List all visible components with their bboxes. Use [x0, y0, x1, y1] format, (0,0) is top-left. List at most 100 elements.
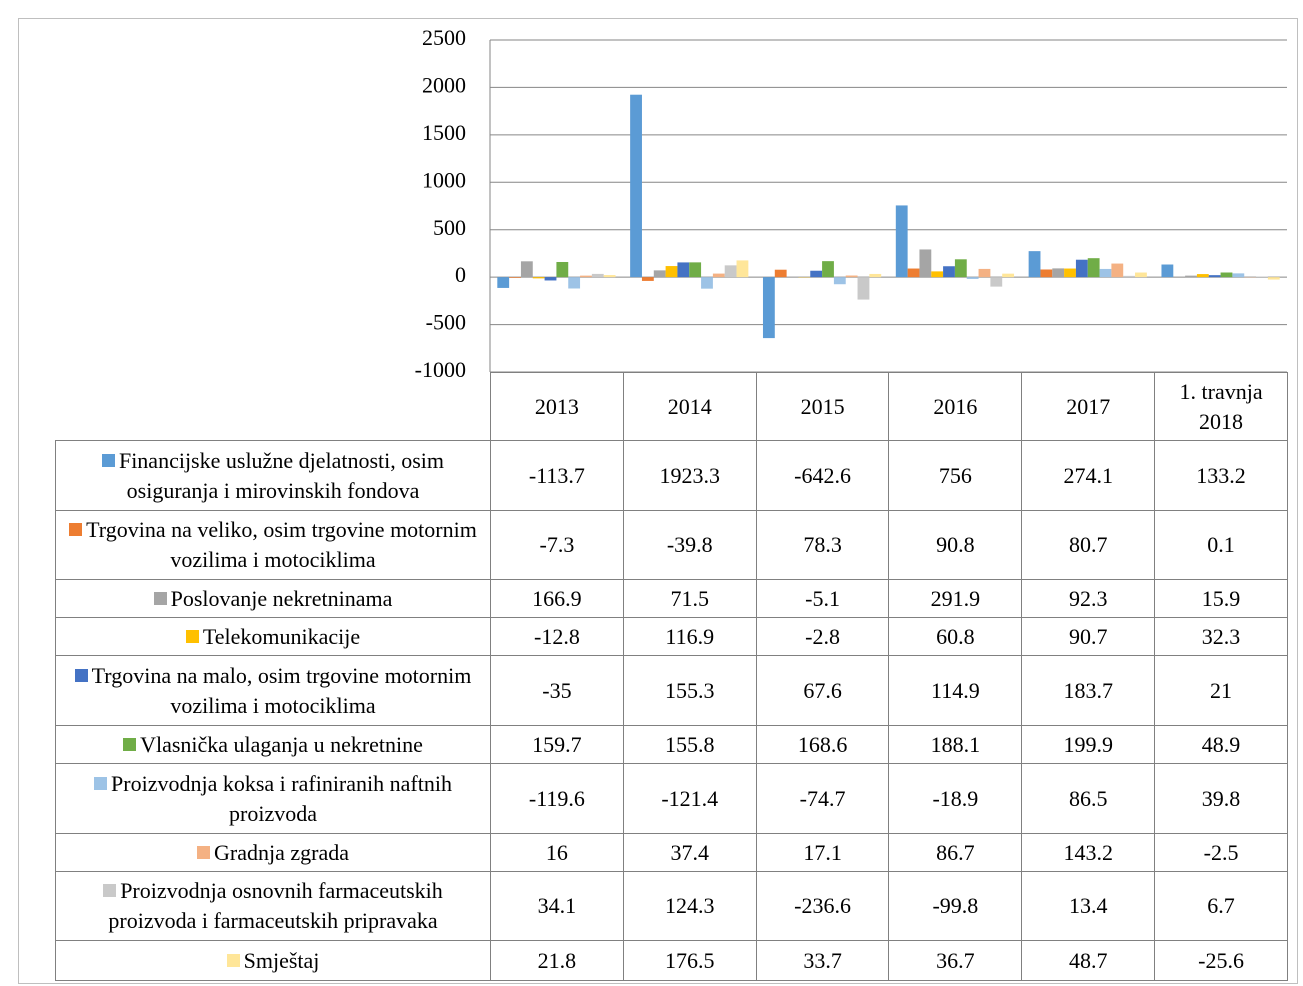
legend-key: [153, 591, 167, 605]
value-cell: 155.3: [622, 655, 757, 726]
bar: [1099, 268, 1112, 278]
value-cell: 116.9: [622, 617, 757, 656]
value-cell: 13.4: [1021, 871, 1156, 941]
bar: [1256, 276, 1268, 278]
bar: [641, 277, 654, 281]
legend-cell: Poslovanje nekretninama: [55, 579, 491, 618]
value-cell: 114.9: [888, 655, 1023, 726]
value-cell: -74.7: [755, 763, 890, 834]
value-cell: 33.7: [755, 940, 890, 981]
table-row: Trgovina na malo, osim trgovine motornim…: [55, 655, 1288, 726]
frame: [18, 18, 1298, 984]
bar: [931, 271, 944, 278]
bar: [895, 205, 908, 278]
header-row: 2013 2014 2015 2016 2017 1. travnja 2018: [55, 372, 1288, 441]
value-cell: 34.1: [490, 871, 624, 941]
bar: [1267, 277, 1280, 280]
bar: [1075, 259, 1088, 278]
table-row: Smještaj 21.8 176.5 33.7 36.7 48.7 -25.6: [55, 940, 1288, 981]
legend-cell: Financijske uslužne djelatnosti, osim os…: [55, 440, 491, 511]
value-cell: 183.7: [1021, 655, 1156, 726]
table-row: Proizvodnja osnovnih farmaceutskih proiz…: [55, 871, 1288, 941]
value-cell: 86.5: [1021, 763, 1156, 834]
value-cell: 48.7: [1021, 940, 1156, 981]
category-label: 2015: [755, 372, 890, 441]
bar: [845, 275, 858, 278]
legend-cell: Proizvodnja koksa i rafiniranih naftnih …: [55, 763, 491, 834]
bar: [1185, 275, 1197, 278]
value-cell: 159.7: [490, 725, 624, 764]
legend-cell: Telekomunikacije: [55, 617, 491, 656]
value-cell: 756: [888, 440, 1023, 511]
bar: [736, 260, 749, 278]
bar: [544, 277, 557, 281]
legend-cell: Trgovina na malo, osim trgovine motornim…: [55, 655, 491, 726]
bar: [869, 273, 882, 278]
value-cell: 90.7: [1021, 617, 1156, 656]
y-tick-label: 0: [455, 262, 466, 287]
bar: [1002, 273, 1015, 278]
bar: [677, 262, 690, 278]
value-cell: 0.1: [1154, 510, 1288, 580]
value-cell: 155.8: [622, 725, 757, 764]
legend-cell: Vlasnička ulaganja u nekretnine: [55, 725, 491, 764]
value-cell: 124.3: [622, 871, 757, 941]
category-label: 1. travnja 2018: [1154, 372, 1288, 441]
bar: [810, 270, 823, 278]
bar: [497, 277, 510, 288]
table-row: Gradnja zgrada 16 37.4 17.1 86.7 143.2 -2.5: [55, 833, 1288, 872]
legend-cell: Trgovina na veliko, osim trgovine motorn…: [55, 510, 491, 580]
value-cell: 36.7: [888, 940, 1023, 981]
bar: [556, 261, 569, 278]
bar: [1123, 275, 1136, 278]
value-cell: 39.8: [1154, 763, 1288, 834]
value-cell: -5.1: [755, 579, 890, 618]
bar: [1087, 258, 1100, 278]
legend-label: Gradnja zgrada: [214, 839, 349, 865]
bar: [919, 249, 932, 278]
category-label: 2016: [888, 372, 1023, 441]
value-cell: -2.5: [1154, 833, 1288, 872]
bar: [1208, 275, 1221, 278]
bar: [1028, 251, 1041, 278]
value-cell: 168.6: [755, 725, 890, 764]
bar: [990, 277, 1003, 287]
bar: [1111, 263, 1124, 278]
value-cell: 176.5: [622, 940, 757, 981]
category-label: 2017: [1021, 372, 1156, 441]
table-row: Financijske uslužne djelatnosti, osim os…: [55, 440, 1288, 511]
value-cell: 48.9: [1154, 725, 1288, 764]
legend-key: [101, 453, 115, 467]
value-cell: -121.4: [622, 763, 757, 834]
y-tick-label: 2000: [422, 72, 466, 97]
value-cell: 32.3: [1154, 617, 1288, 656]
bar: [1161, 264, 1174, 278]
value-cell: 21: [1154, 655, 1288, 726]
bar: [833, 277, 846, 285]
value-cell: -236.6: [755, 871, 890, 941]
category-label: 2014: [622, 372, 757, 441]
value-cell: 15.9: [1154, 579, 1288, 618]
table-row: Proizvodnja koksa i rafiniranih naftnih …: [55, 763, 1288, 834]
value-cell: 143.2: [1021, 833, 1156, 872]
category-label: 2013: [490, 372, 624, 441]
bar: [724, 265, 737, 278]
value-cell: -2.8: [755, 617, 890, 656]
legend-key: [123, 737, 137, 751]
y-tick-label: -500: [426, 310, 466, 335]
value-cell: 37.4: [622, 833, 757, 872]
corner: [55, 372, 491, 441]
legend-key: [74, 668, 88, 682]
value-cell: -119.6: [490, 763, 624, 834]
value-cell: 6.7: [1154, 871, 1288, 941]
bar: [665, 266, 678, 278]
legend-label: Financijske uslužne djelatnosti, osim os…: [118, 447, 445, 503]
legend-label: Smještaj: [243, 947, 320, 973]
value-cell: 133.2: [1154, 440, 1288, 511]
bar: [1220, 272, 1233, 278]
bar: [509, 277, 521, 278]
bar: [1052, 268, 1065, 278]
value-cell: 166.9: [490, 579, 624, 618]
bar: [954, 259, 967, 278]
value-cell: 60.8: [888, 617, 1023, 656]
